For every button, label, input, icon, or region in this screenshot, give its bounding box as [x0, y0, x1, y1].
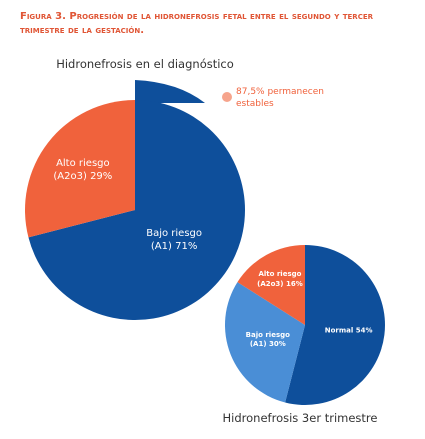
category-label: Alto riesgo (A2o3) [53, 157, 110, 182]
slice-label: Bajo riesgo (A1) 71% [139, 227, 209, 253]
category-label: Bajo riesgo (A1) [245, 330, 290, 348]
pie-title: Hidronefrosis 3er trimestre [222, 411, 378, 425]
annotation-dot [222, 92, 232, 102]
value-label: 71% [175, 241, 198, 253]
figure-title: Figura 3. Progresión de la hidronefrosis… [20, 11, 374, 36]
exploded-wedge [135, 80, 205, 103]
slice-label: Bajo riesgo (A1) 30% [243, 331, 293, 349]
pie-slice [28, 100, 245, 320]
value-label: 29% [90, 170, 113, 182]
value-label: 16% [285, 279, 303, 288]
slice-label: Alto riesgo (A2o3) 29% [48, 157, 118, 183]
pie-slice [285, 245, 385, 405]
value-label: 30% [268, 339, 286, 348]
category-label: Bajo riesgo (A1) [146, 228, 202, 253]
pie-slice [224, 282, 305, 403]
value-label: 54% [355, 325, 373, 334]
pie-title: Hidronefrosis en el diagnóstico [56, 57, 234, 71]
annotation: 87,5% permanecen estables [236, 87, 324, 109]
category-label: Normal [324, 325, 354, 334]
slice-label: Normal 54% [324, 326, 374, 335]
pie-slice [237, 245, 305, 325]
pie-slice [25, 100, 135, 238]
slice-label: Alto riesgo (A2o3) 16% [255, 270, 305, 288]
category-label: Alto riesgo (A2o3) [257, 270, 302, 288]
